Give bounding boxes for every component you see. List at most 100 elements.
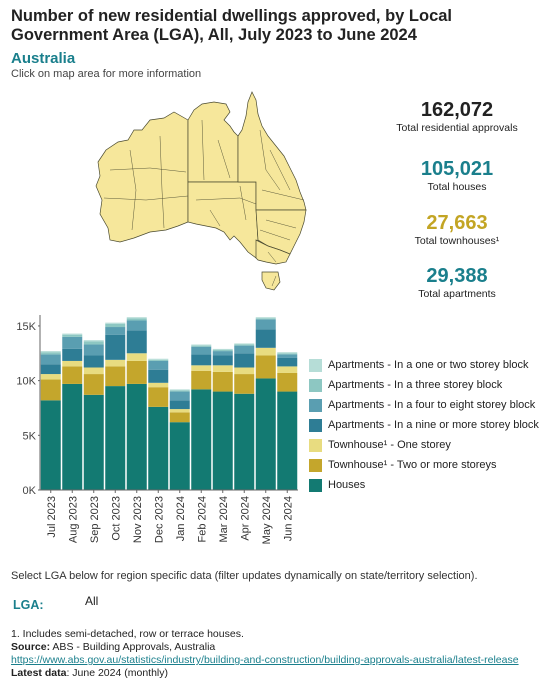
bar-segment[interactable] — [40, 400, 61, 490]
bar-segment[interactable] — [105, 366, 126, 387]
bar-segment[interactable] — [105, 322, 126, 324]
bar-segment[interactable] — [83, 340, 104, 342]
legend-item[interactable]: Apartments - In a one or two storey bloc… — [309, 355, 539, 375]
bar-segment[interactable] — [40, 352, 61, 355]
bar-segment[interactable] — [234, 367, 255, 375]
bar-segment[interactable] — [255, 329, 276, 348]
bar-segment[interactable] — [277, 357, 298, 367]
map-region-wa[interactable] — [95, 111, 189, 243]
bar-segment[interactable] — [40, 351, 61, 353]
bar-segment[interactable] — [148, 360, 169, 370]
bar-segment[interactable] — [62, 366, 83, 384]
bar-segment[interactable] — [234, 344, 255, 346]
bar-segment[interactable] — [212, 365, 233, 372]
bar-segment[interactable] — [255, 317, 276, 319]
bar-segment[interactable] — [126, 330, 147, 354]
bar-segment[interactable] — [191, 365, 212, 371]
bar-segment[interactable] — [83, 394, 104, 490]
bar-segment[interactable] — [148, 387, 169, 407]
bar-segment[interactable] — [169, 390, 190, 392]
bar-segment[interactable] — [234, 393, 255, 490]
bar-segment[interactable] — [234, 374, 255, 394]
bar-segment[interactable] — [255, 355, 276, 379]
legend-item[interactable]: Houses — [309, 475, 539, 495]
bar-segment[interactable] — [212, 371, 233, 392]
bar-segment[interactable] — [148, 382, 169, 388]
bar-segment[interactable] — [62, 360, 83, 367]
source-link[interactable]: https://www.abs.gov.au/statistics/indust… — [11, 654, 519, 666]
bar-segment[interactable] — [255, 319, 276, 330]
bar-segment[interactable] — [255, 318, 276, 320]
bar-segment[interactable] — [277, 354, 298, 358]
bar-segment[interactable] — [40, 364, 61, 375]
legend-item[interactable]: Apartments - In a nine or more storey bl… — [309, 415, 539, 435]
legend-item[interactable]: Apartments - In a four to eight storey b… — [309, 395, 539, 415]
bar-segment[interactable] — [191, 370, 212, 390]
bar-segment[interactable] — [277, 353, 298, 355]
legend-item[interactable]: Apartments - In a three storey block — [309, 375, 539, 395]
bar-segment[interactable] — [105, 359, 126, 367]
bar-segment[interactable] — [83, 341, 104, 345]
bar-segment[interactable] — [126, 317, 147, 319]
bar-segment[interactable] — [126, 318, 147, 321]
bar-segment[interactable] — [83, 374, 104, 395]
bar-segment[interactable] — [234, 345, 255, 354]
map-region-vic[interactable] — [255, 239, 291, 265]
legend-item[interactable]: Townhouse¹ - One storey — [309, 435, 539, 455]
bar-segment[interactable] — [212, 348, 233, 350]
bar-segment[interactable] — [148, 359, 169, 361]
bar-segment[interactable] — [212, 350, 233, 352]
australia-map[interactable] — [90, 90, 320, 295]
bar-segment[interactable] — [83, 367, 104, 375]
bar-segment[interactable] — [169, 389, 190, 391]
lga-dropdown[interactable]: All — [85, 594, 99, 608]
bar-segment[interactable] — [40, 374, 61, 380]
bar-segment[interactable] — [255, 378, 276, 490]
bar-segment[interactable] — [126, 383, 147, 490]
bar-segment[interactable] — [62, 383, 83, 490]
bar-segment[interactable] — [212, 351, 233, 356]
bar-segment[interactable] — [105, 327, 126, 335]
bar-segment[interactable] — [62, 336, 83, 349]
bar-segment[interactable] — [191, 354, 212, 366]
approvals-bar-chart[interactable]: 0K 5K 10K 15K Jul 2023 Aug 2023 Sep 2023 Oct 20… — [0, 310, 305, 570]
bar-segment[interactable] — [126, 320, 147, 331]
bar-segment[interactable] — [169, 400, 190, 410]
bar-segment[interactable] — [105, 323, 126, 328]
bar-segment[interactable] — [83, 355, 104, 368]
bar-segment[interactable] — [169, 409, 190, 413]
bar-segment[interactable] — [62, 333, 83, 335]
bar-segment[interactable] — [62, 348, 83, 361]
bar-segment[interactable] — [62, 334, 83, 337]
bar-segment[interactable] — [191, 345, 212, 347]
bar-segment[interactable] — [255, 347, 276, 356]
bar-segment[interactable] — [148, 406, 169, 490]
map-region-nt[interactable] — [187, 101, 239, 183]
bar-segment[interactable] — [277, 366, 298, 373]
bar-segment[interactable] — [169, 422, 190, 490]
bar-segment[interactable] — [234, 343, 255, 345]
bar-segment[interactable] — [40, 354, 61, 365]
bar-segment[interactable] — [148, 369, 169, 383]
bar-segment[interactable] — [234, 353, 255, 368]
map-region-tas[interactable] — [261, 271, 281, 291]
bar-segment[interactable] — [277, 391, 298, 490]
bar-segment[interactable] — [169, 391, 190, 401]
bar-segment[interactable] — [169, 412, 190, 423]
bar-segment[interactable] — [277, 352, 298, 354]
bar-segment[interactable] — [105, 334, 126, 360]
bar-segment[interactable] — [126, 353, 147, 361]
bar-segment[interactable] — [148, 358, 169, 360]
bar-segment[interactable] — [212, 391, 233, 490]
bar-segment[interactable] — [191, 389, 212, 490]
bar-segment[interactable] — [191, 344, 212, 346]
legend-item[interactable]: Townhouse¹ - Two or more storeys — [309, 455, 539, 475]
map-region-nsw[interactable] — [255, 209, 307, 255]
bar-segment[interactable] — [212, 355, 233, 366]
bar-segment[interactable] — [105, 386, 126, 490]
bar-segment[interactable] — [191, 346, 212, 355]
bar-segment[interactable] — [126, 360, 147, 384]
map-region-sa[interactable] — [187, 181, 259, 259]
bar-segment[interactable] — [277, 372, 298, 392]
bar-segment[interactable] — [40, 379, 61, 401]
